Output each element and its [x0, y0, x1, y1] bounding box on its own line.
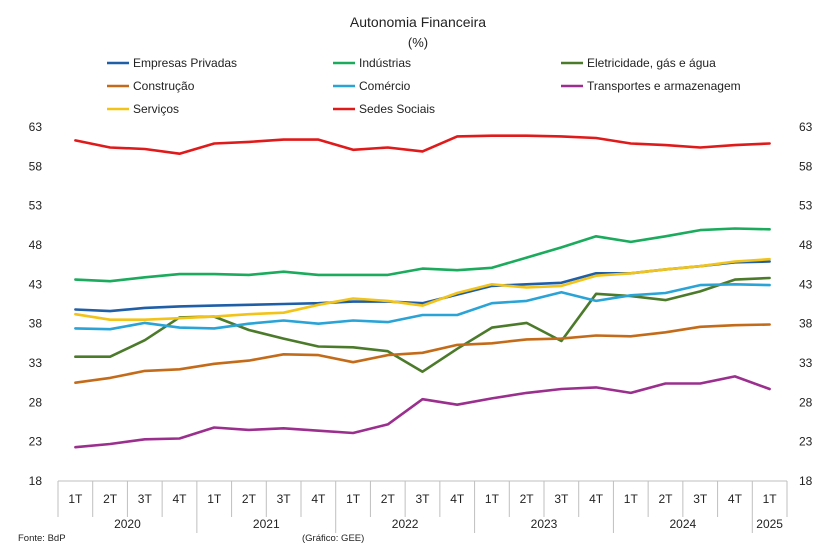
y-tick-right: 63 — [799, 120, 813, 134]
legend-label: Empresas Privadas — [133, 56, 237, 70]
legend: Empresas Privadas Indústrias Eletricidade,… — [107, 56, 741, 116]
x-tick-label: 3T — [415, 492, 430, 506]
y-tick-left: 53 — [29, 199, 43, 213]
x-tick-label: 3T — [277, 492, 292, 506]
y-tick-right: 28 — [799, 395, 813, 409]
legend-label: Serviços — [133, 102, 179, 116]
series-line-2 — [74, 227, 771, 283]
series-line-6 — [74, 375, 771, 449]
source-note: Fonte: BdP — [18, 533, 66, 544]
x-tick-label: 4T — [728, 492, 743, 506]
y-tick-right: 33 — [799, 356, 813, 370]
year-label: 2025 — [756, 517, 783, 531]
y-tick-right: 43 — [799, 277, 813, 291]
legend-label: Transportes e armazenagem — [587, 79, 741, 93]
x-tick-label: 2T — [658, 492, 673, 506]
series-line-8 — [74, 134, 771, 155]
x-tick-label: 4T — [172, 492, 187, 506]
y-tick-right: 38 — [799, 317, 813, 331]
x-tick-label: 2T — [520, 492, 535, 506]
series-line-5 — [74, 282, 771, 331]
x-tick-label: 4T — [450, 492, 465, 506]
x-tick-label: 1T — [207, 492, 222, 506]
y-tick-right: 23 — [799, 435, 813, 449]
chart-subtitle: (%) — [408, 35, 428, 50]
x-tick-label: 1T — [68, 492, 83, 506]
x-tick-label: 4T — [311, 492, 326, 506]
y-tick-left: 58 — [29, 159, 43, 173]
y-tick-left: 63 — [29, 120, 43, 134]
y-tick-right: 58 — [799, 159, 813, 173]
legend-label: Construção — [133, 79, 195, 93]
legend-label: Eletricidade, gás e água — [587, 56, 716, 70]
legend-label: Comércio — [359, 79, 411, 93]
x-tick-label: 2T — [242, 492, 257, 506]
year-label: 2024 — [670, 517, 697, 531]
x-tick-label: 1T — [346, 492, 361, 506]
series-lines — [74, 134, 771, 449]
x-tick-label: 1T — [485, 492, 500, 506]
y-tick-right: 48 — [799, 238, 813, 252]
chart-title: Autonomia Financeira — [350, 14, 486, 30]
x-tick-label: 1T — [763, 492, 778, 506]
y-tick-left: 43 — [29, 277, 43, 291]
legend-label: Indústrias — [359, 56, 411, 70]
x-tick-label: 4T — [589, 492, 604, 506]
y-tick-right: 53 — [799, 199, 813, 213]
year-label: 2023 — [531, 517, 558, 531]
series-line-7 — [74, 257, 771, 322]
y-tick-right: 18 — [799, 474, 813, 488]
x-tick-label: 3T — [693, 492, 708, 506]
y-tick-left: 23 — [29, 435, 43, 449]
x-tick-label: 3T — [554, 492, 569, 506]
chart-credit: (Gráfico: GEE) — [302, 533, 364, 544]
axes: 18 18 23 23 28 28 33 33 38 38 43 43 48 48 53 53 58 58 63 63… — [29, 120, 813, 533]
series-line-4 — [74, 323, 771, 385]
y-tick-left: 48 — [29, 238, 43, 252]
y-tick-left: 18 — [29, 474, 43, 488]
x-tick-label: 2T — [381, 492, 396, 506]
year-label: 2021 — [253, 517, 280, 531]
x-tick-label: 1T — [624, 492, 639, 506]
legend-label: Sedes Sociais — [359, 102, 435, 116]
y-tick-left: 38 — [29, 317, 43, 331]
year-label: 2020 — [114, 517, 141, 531]
x-tick-label: 3T — [138, 492, 153, 506]
x-tick-label: 2T — [103, 492, 118, 506]
y-tick-left: 33 — [29, 356, 43, 370]
year-label: 2022 — [392, 517, 419, 531]
y-tick-left: 28 — [29, 395, 43, 409]
